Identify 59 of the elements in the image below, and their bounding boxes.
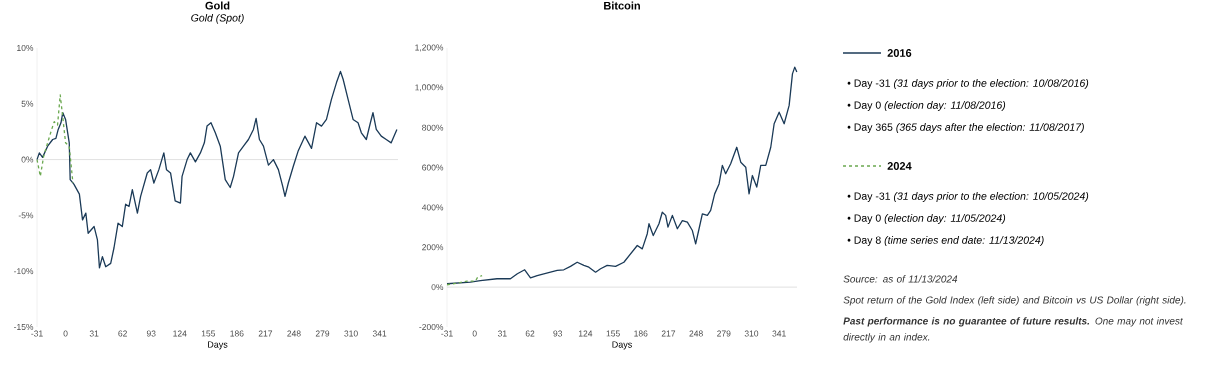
y-tick-label: 600% xyxy=(422,164,444,171)
x-tick-label: 93 xyxy=(146,330,156,337)
x-tick-label: 248 xyxy=(287,330,301,337)
y-tick-label: 0% xyxy=(21,156,34,163)
x-tick-label: 124 xyxy=(578,330,593,337)
line-series xyxy=(36,94,74,184)
y-tick-label: 1,000% xyxy=(415,84,444,92)
text: • Day 0 (election day: 11/08/2016) xyxy=(847,101,1006,111)
y-tick-label: 0% xyxy=(431,284,444,291)
y-tick-label: 800% xyxy=(422,124,444,131)
x-tick-label: 0 xyxy=(63,330,68,337)
x-tick-label: 124 xyxy=(173,330,187,337)
x-axis-title: Days xyxy=(208,341,228,350)
y-tick-label: 10% xyxy=(17,44,34,51)
x-tick-label: 217 xyxy=(258,330,273,337)
text: Spot return of the Gold Index (left side) and Bitcoin vs US Dollar (right side). xyxy=(843,296,1186,306)
x-tick-label: 279 xyxy=(315,330,330,337)
y-tick-label: -10% xyxy=(14,268,34,275)
x-tick-label: 310 xyxy=(344,330,358,337)
x-tick-label: 62 xyxy=(118,330,127,337)
text: Past performance is no guarantee of future results. One may not invest directly in an index. xyxy=(843,317,1184,343)
text: • Day -31 (31 days prior to the election: 10/08/2016) xyxy=(847,79,1089,89)
x-tick-label: 155 xyxy=(201,330,216,337)
x-axis-title: Days xyxy=(612,341,632,350)
x-tick-label: 310 xyxy=(744,330,759,337)
legend-label: 2024 xyxy=(887,162,912,170)
x-tick-label: 31 xyxy=(89,330,99,337)
chart-title: Gold xyxy=(205,1,230,10)
x-tick-label: -31 xyxy=(31,330,43,337)
x-tick-label: 62 xyxy=(525,330,535,337)
chart-subtitle: Gold (Spot) xyxy=(191,13,244,24)
x-tick-label: 341 xyxy=(372,330,387,337)
y-tick-label: -200% xyxy=(419,323,444,330)
line-series xyxy=(36,70,398,269)
x-tick-label: -31 xyxy=(441,330,453,337)
x-tick-label: 248 xyxy=(689,330,703,337)
y-tick-label: 5% xyxy=(21,100,34,107)
x-tick-label: 186 xyxy=(230,330,244,337)
x-tick-label: 155 xyxy=(606,330,620,337)
text: • Day 365 (365 days after the election: 11/08/2017) xyxy=(847,123,1084,133)
x-tick-label: 217 xyxy=(661,330,676,337)
x-tick-label: 31 xyxy=(497,330,507,337)
y-tick-label: -15% xyxy=(14,324,34,330)
chart-title: Bitcoin xyxy=(604,1,640,10)
y-tick-label: 200% xyxy=(422,244,444,251)
x-tick-label: 186 xyxy=(634,330,648,337)
legend-label: 2016 xyxy=(887,49,912,57)
x-tick-label: 341 xyxy=(772,330,786,337)
x-tick-label: 0 xyxy=(472,330,477,337)
text: • Day 8 (time series end date: 11/13/2024) xyxy=(847,236,1044,246)
source-note: Source: as of 11/13/2024 xyxy=(843,275,958,283)
text: • Day -31 (31 days prior to the election: 10/05/2024) xyxy=(847,192,1089,202)
y-tick-label: 400% xyxy=(421,204,444,211)
y-tick-label: 1,200% xyxy=(415,44,444,52)
x-tick-label: 279 xyxy=(717,330,731,337)
text: • Day 0 (election day: 11/05/2024) xyxy=(847,214,1006,224)
line-series xyxy=(446,274,483,286)
y-tick-label: -5% xyxy=(18,212,34,219)
x-tick-label: 93 xyxy=(553,330,563,337)
